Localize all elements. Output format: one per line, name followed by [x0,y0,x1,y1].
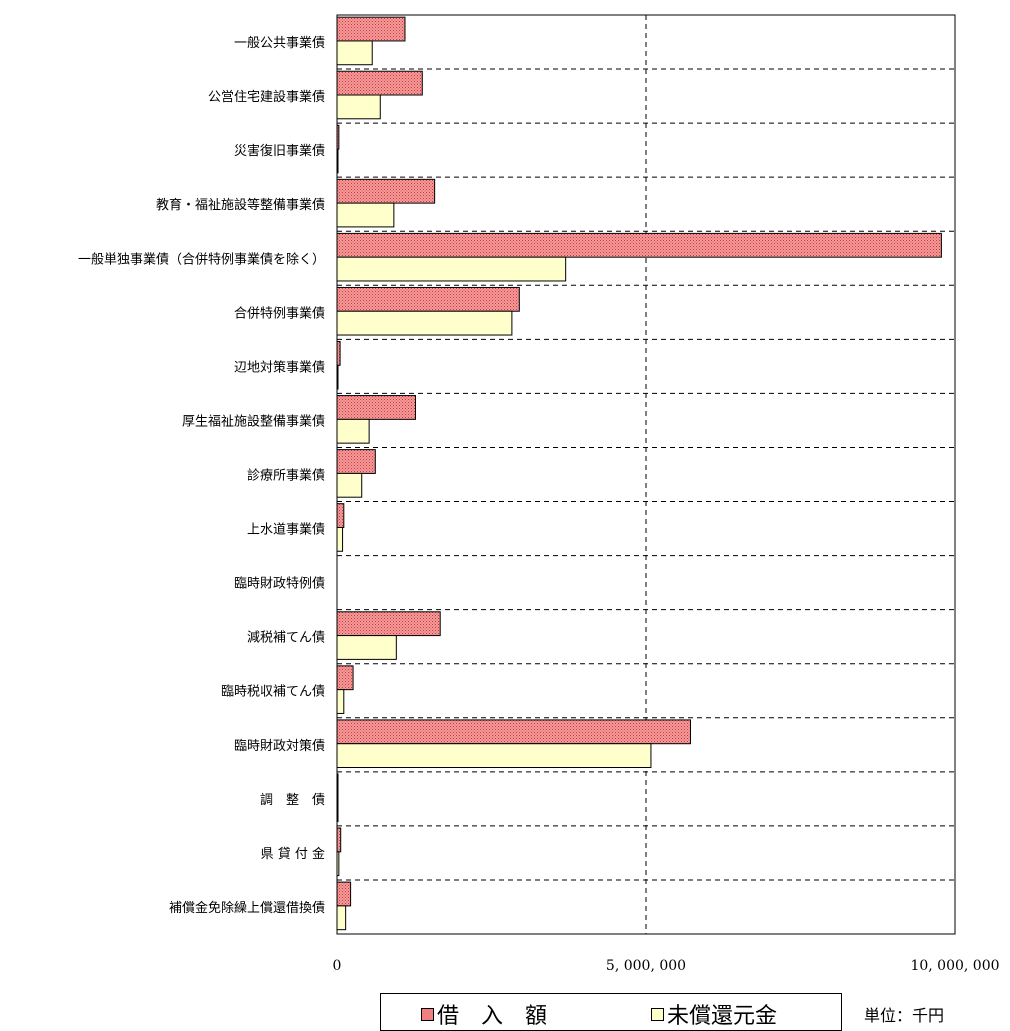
bar-borrowed [336,232,942,258]
category-label: 辺地対策事業債 [234,359,325,375]
category-label: 上水道事業債 [247,522,325,538]
bars [336,16,942,931]
bar-outstanding [336,635,397,660]
x-tick-label: 10, 000, 000 [910,958,999,974]
bar-borrowed [336,449,376,474]
bar-outstanding [336,743,652,768]
legend-item-borrowed: 借 入 額 [421,998,547,1030]
bar-borrowed [336,395,416,420]
legend-swatch-outstanding [651,1007,664,1021]
category-label: 県 貸 付 金 [261,846,325,862]
legend: 借 入 額 未償還元金 [380,993,842,1031]
x-axis-ticks: 0 5, 000, 000 10, 000, 000 [333,958,1000,974]
bar-borrowed [336,178,436,204]
category-label: 診療所事業債 [247,468,325,484]
unit-note: 単位：千円 [864,1006,945,1025]
bar-borrowed [336,611,441,637]
bar-borrowed [336,719,691,745]
bar-borrowed [336,881,352,907]
bar-borrowed [336,70,423,96]
bar-outstanding [336,310,513,336]
category-label: 減税補てん債 [247,630,325,646]
bar-outstanding [336,472,363,498]
category-labels: 一般公共事業債公営住宅建設事業債災害復旧事業債教育・福祉施設等整備事業債一般単独… [78,35,325,916]
category-label: 臨時税収補てん債 [221,685,325,700]
grid-lines [337,15,955,934]
category-label: 一般単独事業債（合併特例事業債を除く） [78,251,325,267]
bar-borrowed [336,16,406,42]
bar-outstanding [336,689,345,714]
bar-borrowed [336,665,354,691]
x-tick-label: 5, 000, 000 [606,958,686,974]
legend-label-borrowed: 借 入 額 [437,1004,548,1029]
bar-borrowed [336,286,520,312]
category-label: 教育・福祉施設等整備事業債 [156,197,325,213]
bar-borrowed [336,503,345,528]
category-label: 調 整 債 [260,793,325,808]
legend-label-outstanding: 未償還元金 [667,1004,778,1029]
bar-outstanding [336,905,347,931]
x-tick-label: 0 [333,958,342,974]
category-label: 臨時財政特例債 [234,577,325,592]
category-label: 合併特例事業債 [234,305,325,321]
bar-outstanding [336,40,373,66]
bar-outstanding [336,526,344,552]
plot-frame [336,14,956,935]
bar-outstanding [336,94,381,120]
bar-borrowed [336,827,342,853]
legend-item-outstanding: 未償還元金 [651,998,777,1030]
category-label: 一般公共事業債 [234,35,325,51]
bar-outstanding [336,256,567,282]
category-label: 災害復旧事業債 [234,143,325,159]
category-label: 公営住宅建設事業債 [208,89,325,105]
category-label: 臨時財政対策債 [234,738,325,754]
legend-swatch-borrowed [421,1007,434,1021]
bar-outstanding [336,202,395,228]
category-label: 厚生福祉施設整備事業債 [182,413,325,429]
bar-outstanding [336,418,370,444]
category-label: 補償金免除繰上償還借換債 [169,900,325,916]
